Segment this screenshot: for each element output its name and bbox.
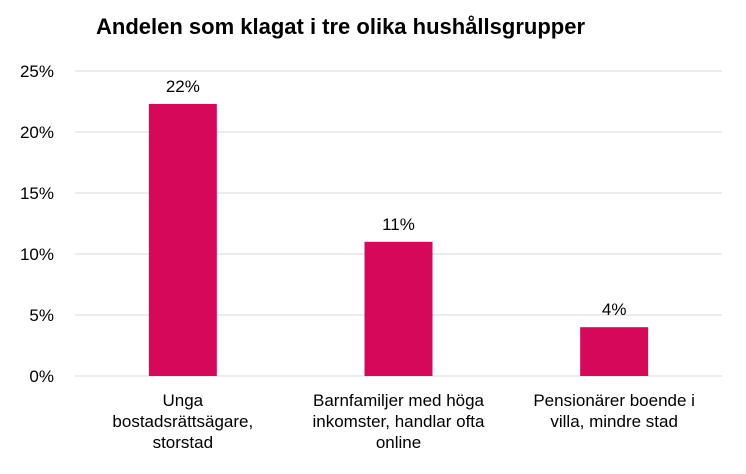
- category-label-line: bostadsrättsägare,: [112, 412, 254, 431]
- y-tick-label: 20%: [20, 123, 54, 142]
- category-label-line: Pensionärer boende i: [533, 391, 695, 410]
- y-tick-label: 5%: [29, 306, 54, 325]
- y-tick-label: 0%: [29, 367, 54, 386]
- category-label-line: storstad: [152, 433, 214, 452]
- category-label: Unga bostadsrättsägare, storstad: [73, 390, 293, 453]
- y-tick-label: 25%: [20, 62, 54, 81]
- category-label-line: Barnfamiljer med höga: [312, 391, 485, 410]
- category-label: Pensionärer boende i villa, mindre stad: [504, 390, 724, 432]
- y-tick-label: 10%: [20, 245, 54, 264]
- category-label-line: inkomster, handlar ofta: [312, 412, 485, 431]
- bar: [364, 241, 433, 376]
- bar: [148, 103, 217, 376]
- category-label: Barnfamiljer med höga inkomster, handlar …: [289, 390, 509, 453]
- data-label: 4%: [602, 300, 627, 319]
- data-label: 11%: [382, 215, 415, 234]
- data-label: 22%: [166, 77, 200, 96]
- category-label-line: online: [375, 433, 422, 452]
- category-label-line: Unga: [162, 391, 204, 410]
- bar: [580, 327, 649, 376]
- y-tick-label: 15%: [20, 184, 54, 203]
- category-label-line: villa, mindre stad: [550, 412, 678, 431]
- chart-title: Andelen som klagat i tre olika hushållsg…: [96, 14, 586, 39]
